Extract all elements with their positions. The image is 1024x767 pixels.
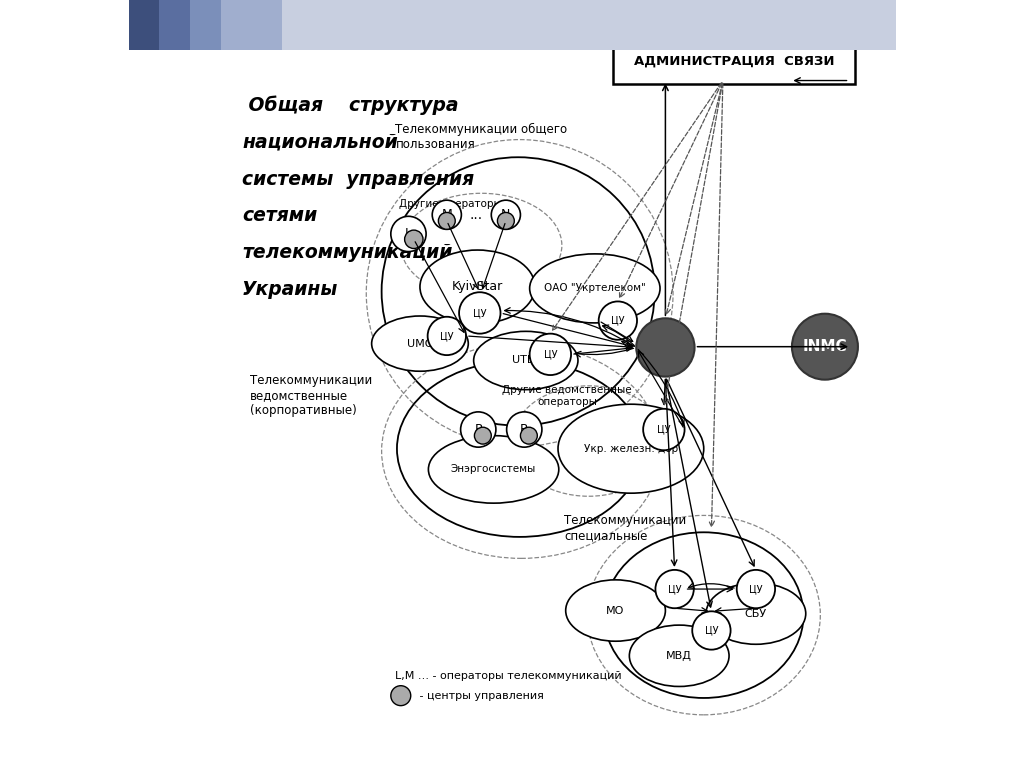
Circle shape	[492, 200, 520, 229]
Circle shape	[792, 314, 858, 380]
Circle shape	[432, 200, 462, 229]
Text: Укр. железн. дор: Укр. железн. дор	[584, 443, 678, 454]
Bar	[159, 0, 189, 50]
FancyBboxPatch shape	[613, 37, 855, 84]
Ellipse shape	[630, 625, 729, 686]
Circle shape	[529, 334, 571, 375]
Text: N: N	[501, 209, 511, 221]
Text: - центры управления: - центры управления	[416, 690, 544, 701]
Text: Энэргосистемы: Энэргосистемы	[451, 464, 537, 475]
Ellipse shape	[428, 436, 559, 503]
Circle shape	[520, 427, 538, 444]
Circle shape	[404, 230, 423, 249]
Bar	[220, 0, 282, 50]
Circle shape	[391, 216, 426, 252]
Circle shape	[636, 318, 694, 377]
Text: национальной: национальной	[242, 133, 397, 152]
Text: телекоммуникаций: телекоммуникаций	[242, 243, 453, 262]
Ellipse shape	[529, 254, 660, 323]
Circle shape	[498, 212, 514, 229]
Text: СБУ: СБУ	[744, 608, 767, 619]
Ellipse shape	[420, 250, 535, 324]
Ellipse shape	[565, 580, 666, 641]
Text: ЦУ: ЦУ	[657, 424, 671, 435]
Circle shape	[599, 301, 637, 340]
Bar	[282, 0, 896, 50]
Text: L,M … - операторы телекоммуникаций: L,M … - операторы телекоммуникаций	[395, 671, 622, 682]
Ellipse shape	[707, 583, 806, 644]
Circle shape	[438, 212, 456, 229]
Text: сетями: сетями	[242, 206, 317, 225]
Text: Телекоммуникации общего
пользования: Телекоммуникации общего пользования	[395, 123, 567, 151]
Circle shape	[507, 412, 542, 447]
Text: P: P	[474, 423, 482, 436]
Text: МО: МО	[606, 605, 625, 616]
Circle shape	[692, 611, 730, 650]
Bar	[189, 0, 220, 50]
Text: UMC: UMC	[408, 338, 433, 349]
Text: INMC: INMC	[803, 339, 847, 354]
Text: системы  управления: системы управления	[242, 170, 474, 189]
Circle shape	[459, 292, 501, 334]
Text: L: L	[404, 228, 412, 240]
Text: Общая    структура: Общая структура	[242, 96, 459, 116]
Text: Телекоммуникации
ведомственные
(корпоративные): Телекоммуникации ведомственные (корпорат…	[250, 374, 372, 417]
Text: Другие ведомственные
операторы: Другие ведомственные операторы	[503, 385, 632, 407]
Text: ЦУ: ЦУ	[611, 315, 625, 326]
Text: ЦУ: ЦУ	[440, 331, 454, 341]
Circle shape	[474, 427, 492, 444]
Text: ЦУ: ЦУ	[750, 584, 763, 594]
Text: МВД: МВД	[667, 650, 692, 661]
Circle shape	[461, 412, 496, 447]
Text: ЦУ: ЦУ	[544, 349, 557, 360]
Text: Другие операторы: Другие операторы	[399, 199, 502, 209]
Text: M: M	[441, 209, 453, 221]
Bar	[128, 0, 159, 50]
Text: KyivStar: KyivStar	[452, 281, 503, 293]
Text: ЦУ: ЦУ	[668, 584, 681, 594]
Circle shape	[428, 317, 466, 355]
Text: ...: ...	[469, 208, 482, 222]
Text: Телекоммуникации
специальные: Телекоммуникации специальные	[564, 514, 686, 542]
Text: ОАО "Укртелеком": ОАО "Укртелеком"	[544, 283, 646, 294]
Circle shape	[391, 686, 411, 706]
Text: R: R	[520, 423, 528, 436]
Circle shape	[643, 409, 685, 450]
Ellipse shape	[474, 331, 578, 390]
Text: ЦУ: ЦУ	[473, 308, 486, 318]
Ellipse shape	[372, 316, 468, 371]
Text: АДМИНИСТРАЦИЯ  СВЯЗИ: АДМИНИСТРАЦИЯ СВЯЗИ	[634, 54, 835, 67]
Circle shape	[736, 570, 775, 608]
Text: ЦУ: ЦУ	[705, 625, 718, 636]
Ellipse shape	[558, 404, 703, 493]
Text: UTEL: UTEL	[512, 355, 540, 366]
Circle shape	[655, 570, 694, 608]
Text: Украины: Украины	[242, 280, 338, 299]
